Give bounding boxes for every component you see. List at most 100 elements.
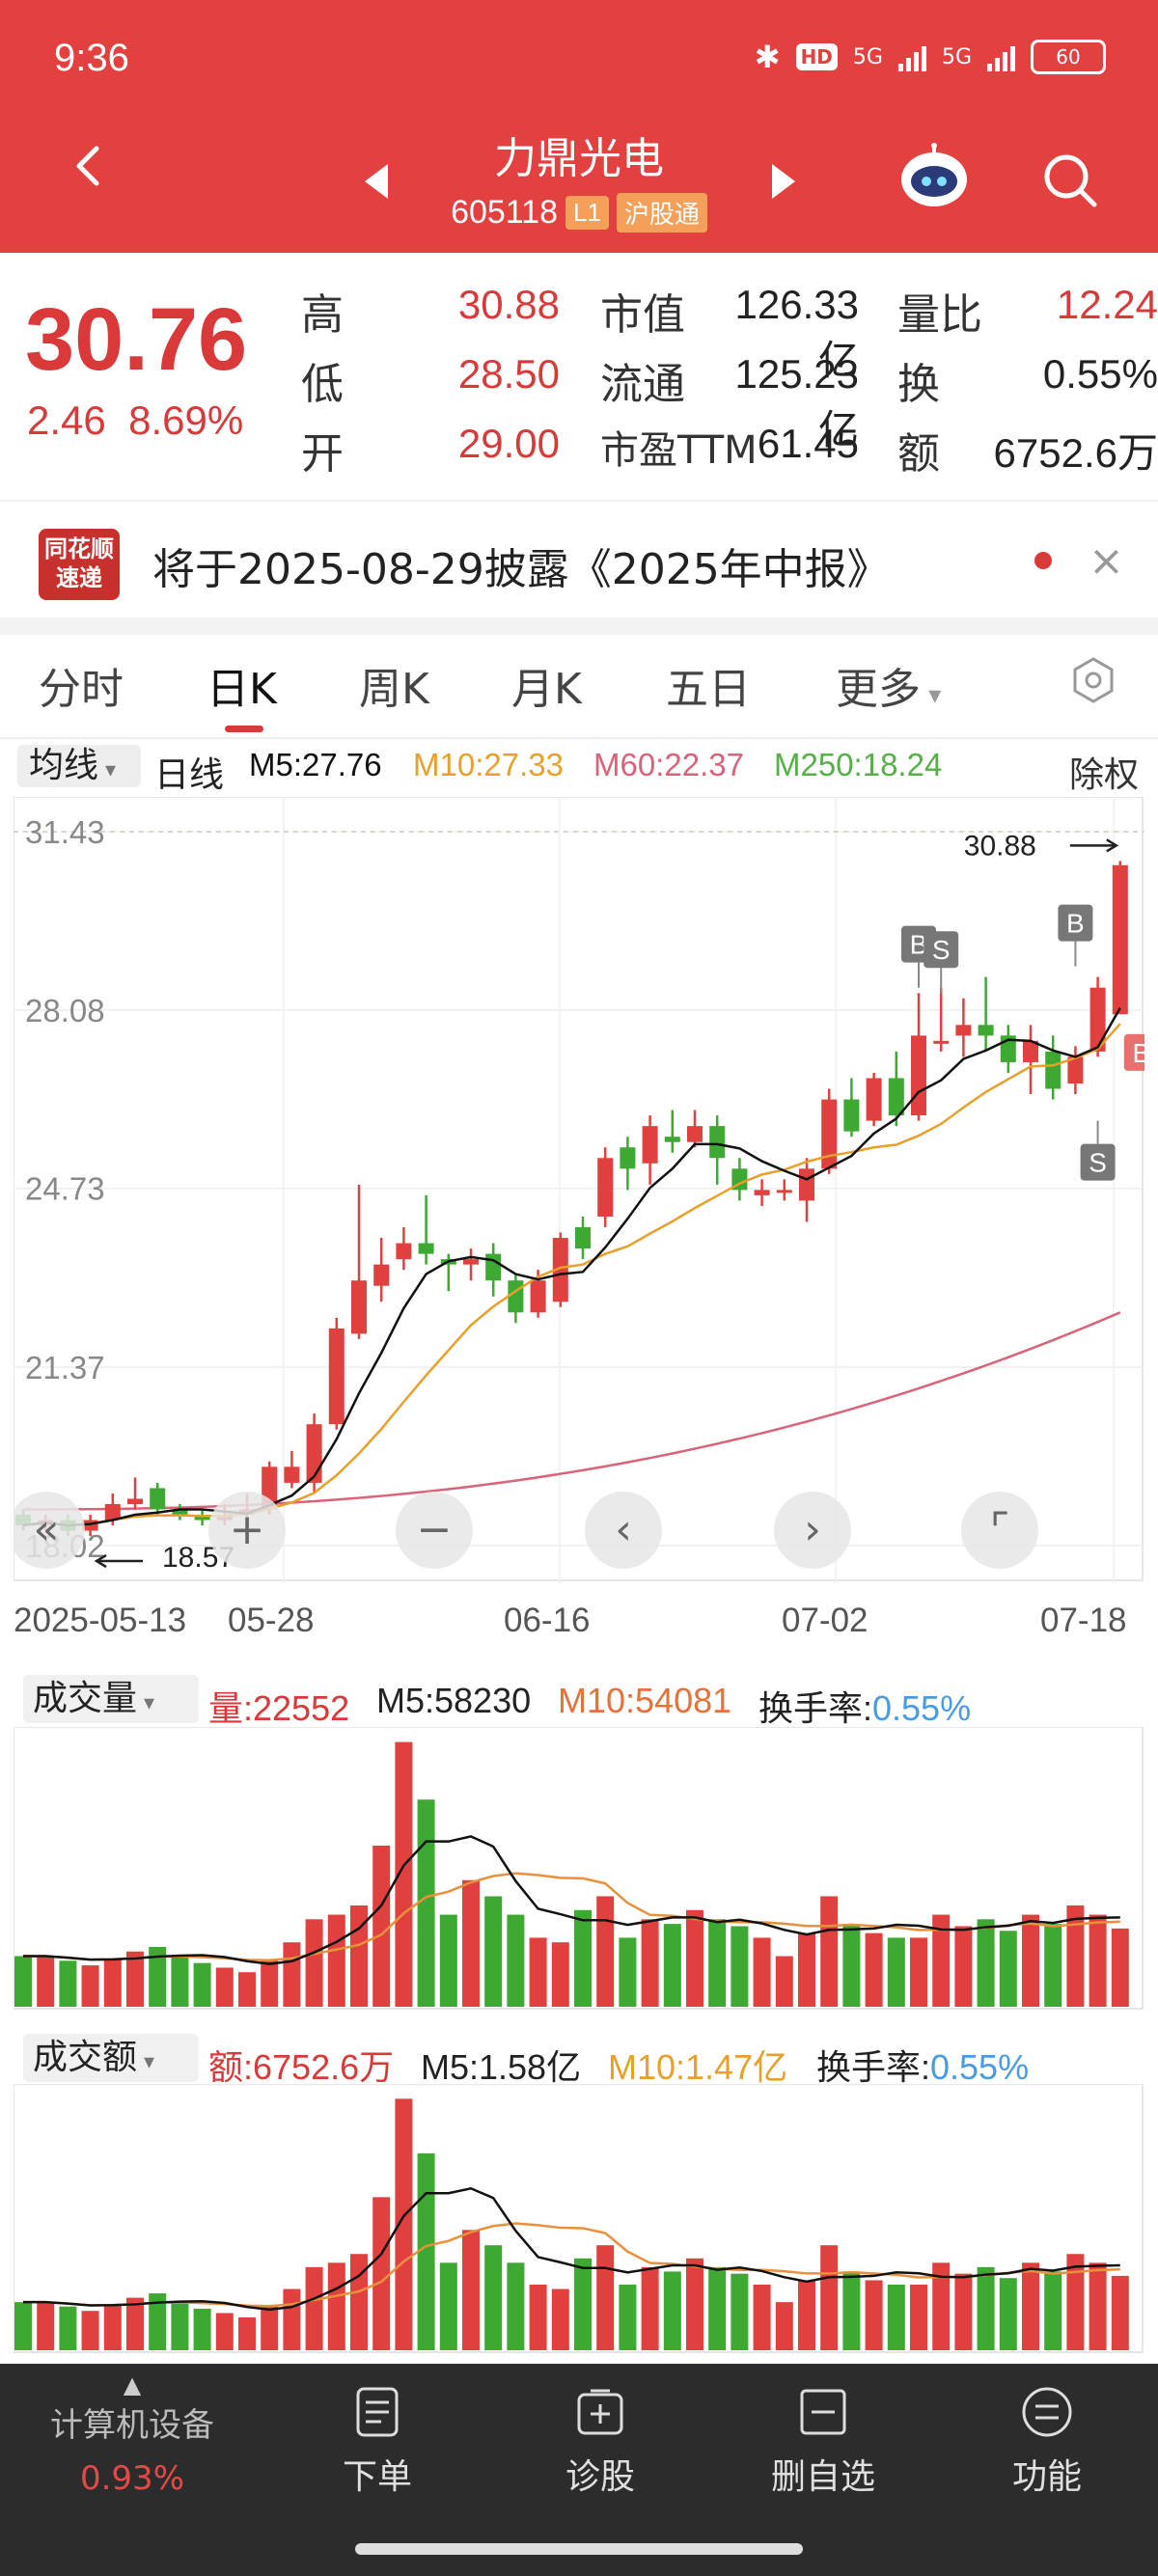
tab-intraday[interactable]: 分时 (39, 665, 124, 714)
candle (1023, 1025, 1038, 1095)
next-stock-icon[interactable] (772, 164, 795, 199)
order-button[interactable]: 下单 (295, 2385, 459, 2499)
sector-button[interactable]: ▲ 计算机设备 0.93% (50, 2371, 214, 2498)
low-label: 低 (301, 360, 344, 409)
trade-marker[interactable]: B (1058, 904, 1093, 967)
candle (664, 1110, 680, 1153)
trade-marker-label: B (1066, 909, 1085, 939)
chevron-down-icon: ▾ (921, 681, 942, 710)
tab-monthly-k[interactable]: 月K (511, 665, 582, 714)
candle (620, 1137, 636, 1191)
remove-watchlist-button[interactable]: 删自选 (741, 2385, 905, 2499)
candle (687, 1110, 703, 1148)
price-change: 2.46 8.69% (27, 397, 243, 444)
volume-bar (14, 1956, 32, 2007)
top-header: 9:36 ✱ HD 5G 5G 60 力鼎光电 605118 L1 沪股通 (0, 0, 1158, 253)
level-tag: L1 (565, 196, 609, 230)
scroll-left-icon[interactable]: ‹ (585, 1492, 662, 1569)
notice-text[interactable]: 将于2025-08-29披露《2025年中报》 (152, 545, 890, 594)
scroll-right-icon[interactable]: › (774, 1492, 851, 1569)
volume-bar (708, 1919, 727, 2007)
volume-bar (462, 2230, 480, 2350)
volume-bar (439, 2262, 457, 2350)
ex-rights-toggle[interactable]: 除权 (1069, 754, 1140, 794)
candle (1045, 1035, 1062, 1100)
candle (127, 1477, 143, 1510)
volume-bar (954, 2273, 973, 2350)
volume-bar (126, 2297, 144, 2350)
volume-bar (305, 2266, 323, 2350)
tab-more[interactable]: 更多 ▾ (836, 654, 941, 716)
pe-value: 61.45 (757, 421, 859, 466)
volume-bar (1022, 1914, 1039, 2007)
volume-bar (59, 1960, 77, 2007)
x-label-4: 07-18 (1040, 1602, 1127, 1639)
amount-chart (14, 2084, 1144, 2353)
volume-bar (103, 1958, 122, 2007)
volume-bar (462, 1879, 480, 2007)
candle (731, 1158, 748, 1201)
volume-bar (663, 1924, 681, 2007)
tab-weekly-k[interactable]: 周K (359, 665, 429, 714)
zoom-out-all-icon[interactable]: « (14, 1492, 85, 1569)
volume-bar (305, 1919, 323, 2007)
prev-stock-icon[interactable] (365, 164, 388, 199)
ma-select-label: 均线 (29, 746, 99, 785)
x-label-1: 05-28 (228, 1602, 315, 1639)
volume-indicator-select[interactable]: 成交量 ▾ (23, 1675, 199, 1723)
volume-bar (193, 1962, 211, 2007)
trade-marker[interactable]: S (924, 931, 959, 994)
function-button[interactable]: 功能 (965, 2385, 1129, 2499)
volume-bar (1044, 2271, 1062, 2350)
candle (821, 1088, 838, 1174)
trade-marker[interactable]: S (1080, 1120, 1116, 1181)
volume-bar (999, 2278, 1017, 2350)
high-arrow-head (1106, 838, 1119, 853)
candle (351, 1184, 367, 1339)
ma-select[interactable]: 均线 ▾ (17, 745, 141, 787)
volume-bar (775, 1956, 793, 2007)
candle (866, 1072, 882, 1127)
notice-close-button[interactable]: × (1089, 536, 1124, 586)
trade-marker[interactable]: B (1123, 1033, 1144, 1071)
stock-code: 605118 (451, 194, 558, 231)
candle (911, 993, 926, 1121)
search-icon[interactable] (1042, 152, 1098, 208)
diagnose-button[interactable]: 诊股 (518, 2385, 682, 2499)
volume-bar (798, 1932, 815, 2007)
low-arrow-head (94, 1553, 107, 1569)
volume-bar (887, 2284, 905, 2350)
volume-bar (37, 2302, 55, 2350)
connect-tag: 沪股通 (616, 193, 707, 233)
svg-text:⌜: ⌜ (990, 1505, 1010, 1554)
robot-assistant-icon[interactable] (897, 143, 971, 210)
turn-value-text: 0.55% (872, 1688, 972, 1728)
zoom-in-icon[interactable]: + (208, 1492, 286, 1569)
ma10-path (22, 1023, 1121, 1527)
back-icon[interactable] (68, 145, 110, 187)
volume-bar (372, 1845, 391, 2007)
volume-bar (1022, 2262, 1039, 2350)
volume-bar (103, 2304, 122, 2350)
volume-bar (417, 1799, 435, 2007)
volume-bar (842, 2271, 861, 2350)
candle (552, 1232, 568, 1307)
y-tick-label: 31.43 (25, 814, 105, 850)
svg-text:+: + (230, 1505, 265, 1554)
high-label: 高 (301, 290, 344, 340)
candle (194, 1509, 210, 1526)
volume-bar (238, 1972, 256, 2007)
fullscreen-icon[interactable]: ⌜ (961, 1492, 1038, 1569)
amount-label: 额 (897, 429, 940, 479)
remove-icon (800, 2389, 846, 2435)
settings-icon[interactable] (1069, 656, 1117, 704)
volume-bar (171, 1956, 189, 2007)
ma5-volume-line (23, 2186, 1120, 2312)
tab-daily-k[interactable]: 日K (207, 665, 277, 714)
zoom-out-icon[interactable]: − (396, 1492, 473, 1569)
amount-indicator-select[interactable]: 成交额 ▾ (23, 2034, 199, 2082)
tab-five-day[interactable]: 五日 (666, 665, 751, 714)
volume-bar (574, 2258, 592, 2350)
